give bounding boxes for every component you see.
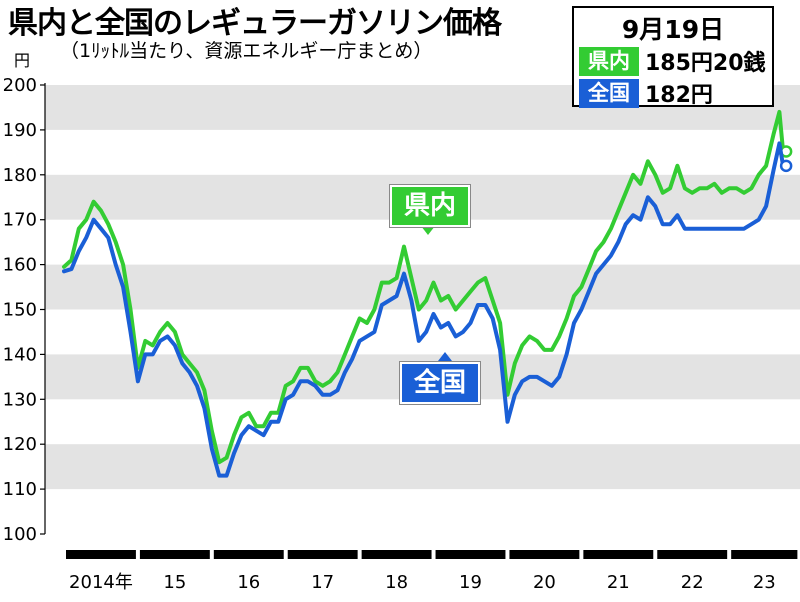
legend-item-prefecture: 県内 185円20銭 (579, 46, 766, 76)
x-tick-label: 2014年 (69, 572, 133, 593)
x-tick-label: 15 (163, 572, 186, 593)
series-line-prefecture (62, 109, 786, 465)
y-axis: 100 110 120 130 140 150 160 170 180 190 200 (3, 75, 46, 545)
x-tick-label: 22 (681, 572, 704, 593)
year-bar (66, 550, 136, 559)
legend-badge-prefecture: 県内 (579, 46, 639, 76)
legend-badge-national: 全国 (579, 78, 639, 108)
series-endpoint-national (779, 159, 793, 173)
x-tick-label: 23 (753, 572, 776, 593)
year-bar (213, 550, 284, 559)
y-tick-label: 150 (3, 300, 37, 321)
grid-band (45, 444, 800, 490)
x-tick-label: 18 (385, 572, 408, 593)
series-line-national (62, 141, 786, 478)
x-axis: 2014年 15 16 17 18 19 20 21 22 23 (66, 550, 798, 593)
label-pointer-national (438, 352, 452, 361)
x-tick-label: 19 (459, 572, 482, 593)
x-tick-label: 21 (607, 572, 630, 593)
legend-item-national: 全国 182円 (579, 78, 713, 108)
year-bar (139, 550, 210, 559)
legend-value-national: 182円 (645, 83, 713, 108)
label-pointer-prefecture (421, 226, 435, 235)
series-lines (62, 109, 793, 478)
year-bar (509, 550, 580, 559)
year-bar (731, 550, 798, 559)
y-tick-label: 100 (3, 524, 37, 545)
chart-subtitle: （1ﾘｯﾄﾙ当たり、資源エネルギー庁まとめ） (60, 40, 433, 62)
label-pointers (421, 226, 452, 361)
y-tick-label: 200 (3, 75, 37, 96)
legend-box: 9月19日 県内 185円20銭 全国 182円 (572, 6, 774, 108)
y-tick-label: 140 (3, 344, 37, 365)
legend-value-prefecture: 185円20銭 (645, 51, 766, 76)
chart-title: 県内と全国のレギュラーガソリン価格 (8, 6, 502, 41)
y-tick-label: 120 (3, 434, 37, 455)
year-bar (435, 550, 506, 559)
year-bar (287, 550, 358, 559)
x-tick-label: 20 (533, 572, 556, 593)
y-tick-label: 160 (3, 255, 37, 276)
series-label-prefecture: 県内 (390, 185, 470, 227)
series-label-national: 全国 (400, 362, 480, 404)
y-tick-label: 180 (3, 165, 37, 186)
x-tick-label: 16 (237, 572, 260, 593)
y-tick-label: 110 (3, 479, 37, 500)
year-bar (657, 550, 728, 559)
year-bar (583, 550, 654, 559)
grid-bands (45, 85, 800, 490)
y-tick-label: 170 (3, 210, 37, 231)
year-bar (361, 550, 432, 559)
y-axis-unit: 円 (14, 51, 31, 70)
y-tick-label: 190 (3, 120, 37, 141)
legend-date: 9月19日 (621, 15, 725, 44)
x-tick-label: 17 (311, 572, 334, 593)
y-tick-label: 130 (3, 389, 37, 410)
